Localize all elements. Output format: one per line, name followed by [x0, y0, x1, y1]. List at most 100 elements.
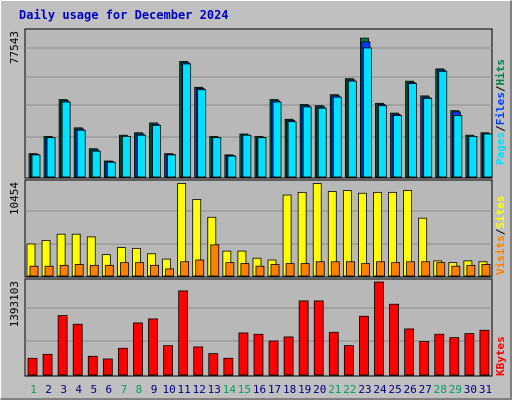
day-label: 2: [45, 383, 52, 396]
bar-pages: [197, 89, 207, 178]
bar-pages: [272, 101, 282, 178]
bar-pages: [393, 115, 402, 178]
bar-pages: [167, 154, 176, 178]
bar-pages: [76, 129, 86, 178]
bar-pages: [46, 137, 56, 178]
bar-kbytes: [283, 336, 294, 376]
day-label: 13: [208, 383, 221, 396]
bar-visits: [165, 268, 174, 277]
day-label: 6: [106, 383, 113, 396]
bar-kbytes: [464, 333, 475, 376]
bar-visits: [119, 262, 129, 277]
bar-kbytes: [434, 333, 445, 376]
bar-pages: [242, 134, 252, 178]
bar-visits: [44, 265, 54, 277]
bar-pages: [91, 150, 101, 178]
bar-visits: [255, 265, 265, 277]
day-label: 7: [121, 383, 128, 396]
bar-kbytes: [419, 341, 430, 376]
day-label: 22: [343, 383, 356, 396]
bar-pages: [347, 80, 357, 178]
bar-kbytes: [253, 333, 264, 376]
bar-kbytes: [313, 300, 324, 376]
bar-pages: [438, 70, 448, 178]
bar-kbytes: [298, 300, 309, 376]
bar-visits: [406, 261, 416, 277]
bar-pages: [152, 124, 161, 178]
bar-kbytes: [163, 345, 173, 376]
bar-pages: [287, 121, 297, 178]
day-label: 8: [136, 383, 143, 396]
day-label: 11: [178, 383, 191, 396]
bar-pages: [408, 83, 418, 178]
bar-visits: [225, 262, 235, 277]
ymax-label-hits-files-pages: 77543: [8, 31, 21, 64]
day-label: 18: [283, 383, 296, 396]
bar-pages: [137, 134, 146, 178]
bar-visits: [391, 262, 400, 277]
bar-kbytes: [193, 346, 204, 376]
bar-pages: [363, 47, 372, 178]
day-label: 31: [479, 383, 492, 396]
bar-visits: [270, 264, 280, 277]
bar-visits: [481, 264, 491, 277]
bar-visits: [376, 261, 385, 277]
day-label: 16: [253, 383, 266, 396]
bar-kbytes: [343, 345, 354, 376]
bar-pages: [121, 136, 131, 178]
legend-hits-files-pages: Pages/Files/Hits: [494, 59, 507, 165]
bar-kbytes: [27, 357, 38, 376]
bar-visits: [436, 262, 446, 277]
ymax-label-sites-visits: 10454: [8, 182, 21, 215]
bar-visits: [89, 264, 99, 277]
day-label: 10: [162, 383, 175, 396]
legend-sites-visits: Visits/Sites: [494, 196, 507, 276]
bar-visits: [421, 261, 431, 277]
bar-visits: [361, 263, 370, 277]
bar-kbytes: [148, 318, 158, 376]
bar-pages: [423, 97, 433, 178]
day-label: 23: [358, 383, 371, 396]
day-label: 5: [90, 383, 97, 396]
day-label: 17: [268, 383, 281, 396]
legend-kbytes: KBytes: [494, 336, 507, 376]
chart-title: Daily usage for December 2024: [19, 8, 229, 22]
bar-pages: [182, 63, 192, 178]
bar-visits: [195, 259, 205, 277]
bar-kbytes: [223, 357, 234, 376]
bar-kbytes: [178, 290, 189, 376]
bar-visits: [466, 264, 476, 277]
bar-pages: [332, 96, 342, 178]
day-label: 29: [449, 383, 462, 396]
day-label: 24: [373, 383, 387, 396]
bar-kbytes: [389, 303, 399, 376]
bar-kbytes: [102, 358, 113, 376]
bar-kbytes: [268, 340, 279, 376]
bar-pages: [483, 133, 493, 178]
day-label: 21: [328, 383, 341, 396]
bar-kbytes: [72, 323, 83, 376]
bar-kbytes: [238, 332, 249, 376]
bar-visits: [315, 261, 325, 277]
day-label: 27: [419, 383, 432, 396]
bar-visits: [150, 264, 159, 277]
bar-pages: [257, 137, 267, 178]
day-label: 30: [464, 383, 477, 396]
bar-kbytes: [449, 337, 460, 376]
bar-visits: [330, 261, 340, 277]
bar-kbytes: [479, 329, 490, 376]
bar-kbytes: [404, 328, 415, 376]
bar-kbytes: [208, 353, 219, 376]
bar-visits: [135, 262, 144, 277]
bar-kbytes: [57, 315, 68, 376]
day-label: 12: [193, 383, 206, 396]
day-label: 4: [75, 383, 82, 396]
day-label: 14: [223, 383, 237, 396]
bar-visits: [104, 264, 114, 277]
bar-visits: [29, 265, 39, 277]
bar-visits: [210, 244, 220, 277]
bar-visits: [285, 263, 295, 277]
day-label: 19: [298, 383, 311, 396]
bar-kbytes: [133, 322, 143, 376]
